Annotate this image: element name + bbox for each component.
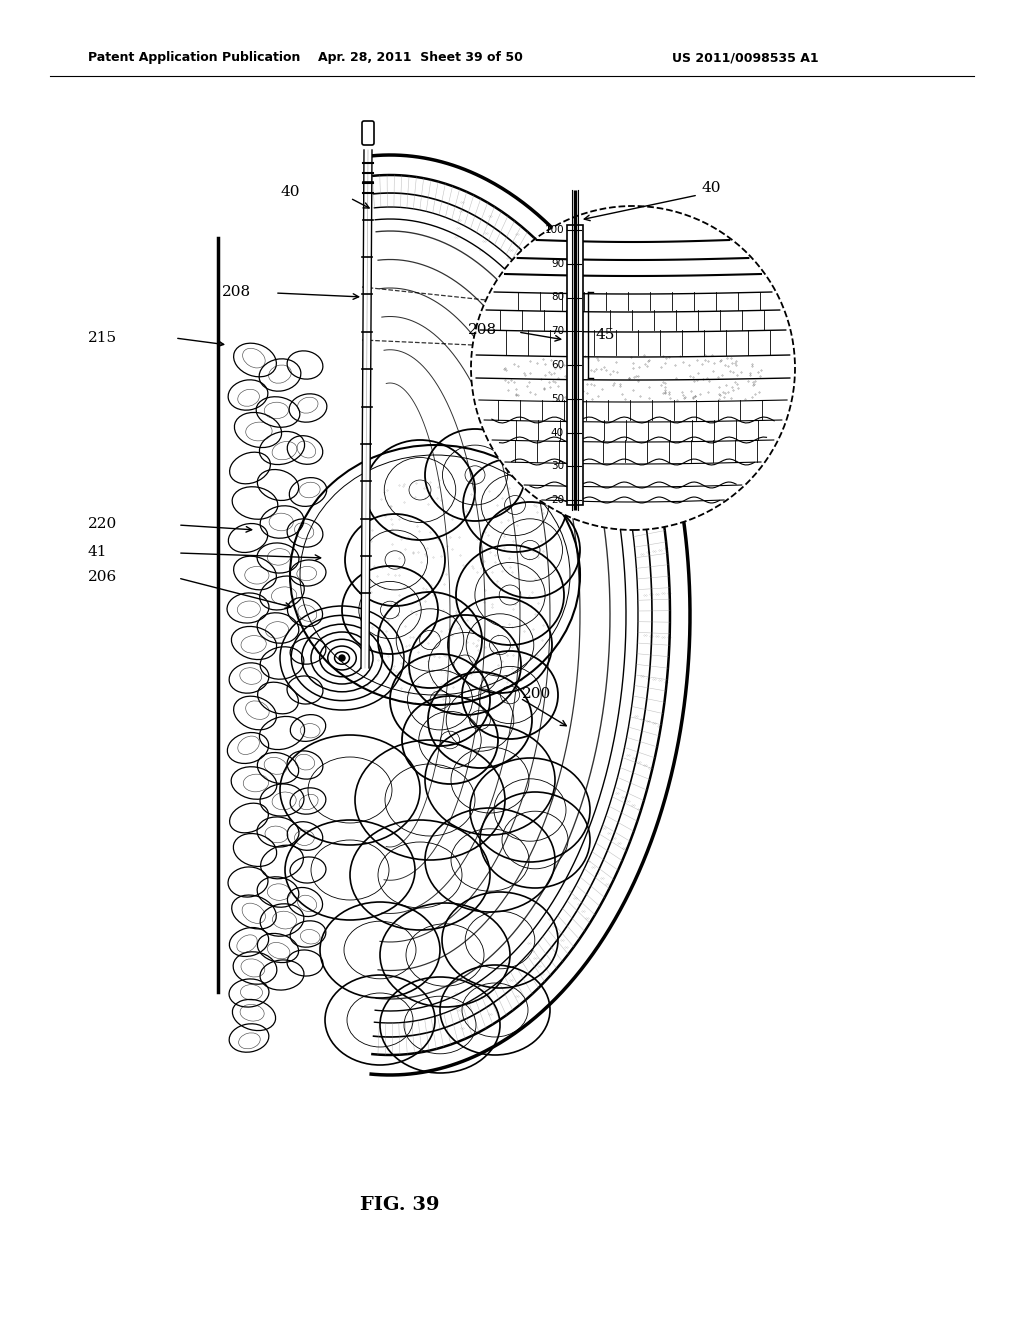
Text: 80: 80 bbox=[551, 293, 564, 302]
Text: FIG. 39: FIG. 39 bbox=[360, 1196, 439, 1214]
Polygon shape bbox=[361, 150, 372, 668]
Text: 208: 208 bbox=[468, 323, 497, 337]
Circle shape bbox=[339, 655, 345, 661]
Text: 41: 41 bbox=[88, 545, 108, 558]
FancyBboxPatch shape bbox=[567, 224, 583, 506]
Text: Apr. 28, 2011  Sheet 39 of 50: Apr. 28, 2011 Sheet 39 of 50 bbox=[317, 51, 522, 65]
Text: 60: 60 bbox=[551, 360, 564, 370]
Text: 215: 215 bbox=[88, 331, 117, 345]
Text: 206: 206 bbox=[88, 570, 118, 583]
Text: 100: 100 bbox=[545, 224, 564, 235]
Text: 40: 40 bbox=[701, 181, 721, 195]
FancyBboxPatch shape bbox=[362, 121, 374, 145]
Text: 220: 220 bbox=[88, 517, 118, 531]
Text: 30: 30 bbox=[551, 461, 564, 471]
Circle shape bbox=[471, 206, 795, 531]
Text: 40: 40 bbox=[551, 428, 564, 437]
Text: US 2011/0098535 A1: US 2011/0098535 A1 bbox=[672, 51, 818, 65]
Text: 208: 208 bbox=[222, 285, 251, 300]
Text: 45: 45 bbox=[596, 327, 615, 342]
Text: 50: 50 bbox=[551, 393, 564, 404]
Text: 70: 70 bbox=[551, 326, 564, 337]
Text: 20: 20 bbox=[551, 495, 564, 506]
Text: 200: 200 bbox=[522, 686, 551, 701]
Text: Patent Application Publication: Patent Application Publication bbox=[88, 51, 300, 65]
Text: 40: 40 bbox=[281, 185, 300, 199]
Text: 90: 90 bbox=[551, 259, 564, 269]
